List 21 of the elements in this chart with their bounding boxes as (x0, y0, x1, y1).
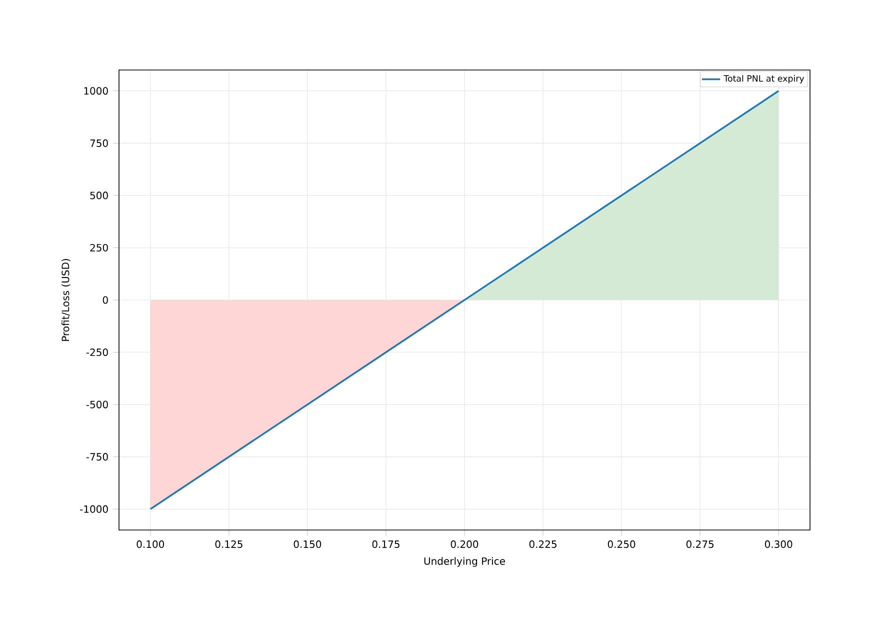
x-axis-title: Underlying Price (424, 557, 505, 567)
y-tick-label: -250 (86, 348, 108, 356)
x-tick-label: 0.100 (136, 540, 164, 548)
legend-label: Total PNL at expiry (724, 74, 804, 84)
x-tick-label: 0.125 (215, 540, 242, 548)
y-tick-label: 500 (90, 192, 108, 200)
y-axis-title: Profit/Loss (USD) (61, 259, 70, 341)
x-tick-label: 0.150 (294, 540, 322, 548)
x-tick-label: 0.200 (450, 540, 478, 548)
y-tick-label: -1000 (80, 505, 108, 513)
x-tick-label: 0.175 (372, 540, 400, 548)
y-tick-label: 750 (90, 139, 108, 147)
x-tick-label: 0.300 (764, 540, 792, 548)
y-tick-label: 1000 (84, 87, 108, 95)
x-tick-label: 0.225 (529, 540, 556, 548)
y-tick-label: 250 (90, 244, 108, 252)
y-tick-label: -500 (86, 400, 108, 408)
x-tick-label: 0.275 (686, 540, 714, 548)
y-tick-label: 0 (102, 296, 108, 304)
x-tick-label: 0.250 (608, 540, 636, 548)
y-tick-label: -750 (86, 453, 108, 461)
